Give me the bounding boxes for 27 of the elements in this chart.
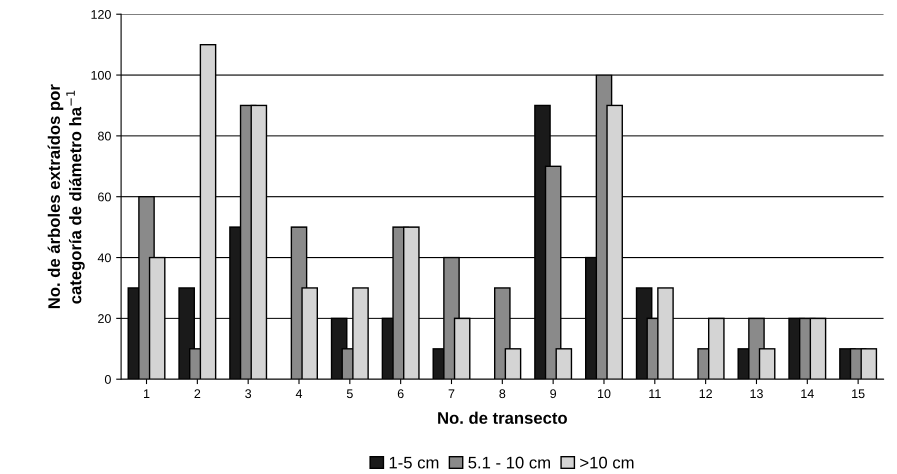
x-tick-label: 12 <box>700 389 712 398</box>
x-tick-label: 1 <box>144 389 150 398</box>
legend-label: 1-5 cm <box>390 456 438 468</box>
x-tick-label: 6 <box>398 389 404 398</box>
y-tick-label: 100 <box>91 70 111 80</box>
x-tick-label: 9 <box>550 389 556 398</box>
x-tick-label: 10 <box>598 389 610 398</box>
legend-label: >10 cm <box>580 456 634 468</box>
y-tick-label: 120 <box>91 10 111 19</box>
x-tick-label: 11 <box>649 389 661 398</box>
x-tick-label: 8 <box>499 389 506 398</box>
y-tick-label: 20 <box>98 314 111 324</box>
y-tick-label: 80 <box>98 132 111 141</box>
x-tick-label: 7 <box>448 389 454 398</box>
y-tick-label: 0 <box>104 375 111 384</box>
x-tick-label: 14 <box>801 389 814 398</box>
x-tick-label: 2 <box>194 389 200 398</box>
y-tick-label: 60 <box>98 192 111 202</box>
x-tick-label: 3 <box>245 389 252 398</box>
x-tick-label: 13 <box>750 389 763 398</box>
x-tick-label: 5 <box>346 389 353 398</box>
legend-label: 5.1 - 10 cm <box>468 456 550 468</box>
x-tick-label: 4 <box>296 389 302 398</box>
x-axis-title: No. de transecto <box>438 412 567 424</box>
y-axis-title: No. de árboles extraídos por categoría de diámetro ha$^{−1}$ <box>48 84 85 308</box>
x-tick-label: 15 <box>852 389 865 398</box>
y-tick-label: 40 <box>98 253 111 262</box>
